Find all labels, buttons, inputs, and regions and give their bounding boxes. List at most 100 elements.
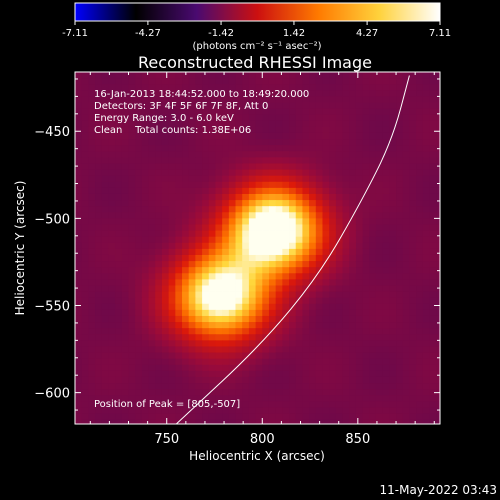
heatmap-cell bbox=[382, 157, 390, 164]
heatmap-cell bbox=[222, 200, 230, 207]
heatmap-cell bbox=[222, 273, 230, 280]
heatmap-cell bbox=[235, 78, 243, 85]
heatmap-cell bbox=[141, 254, 149, 262]
heatmap-cell bbox=[128, 224, 136, 231]
heatmap-cell bbox=[349, 419, 357, 424]
heatmap-cell bbox=[208, 132, 216, 140]
heatmap-cell bbox=[369, 230, 377, 238]
heatmap-cell bbox=[101, 175, 109, 183]
heatmap-cell bbox=[416, 303, 424, 311]
heatmap-cell bbox=[175, 126, 183, 134]
heatmap-cell bbox=[295, 352, 303, 360]
heatmap-cell bbox=[175, 328, 183, 335]
heatmap-cell bbox=[416, 315, 424, 323]
heatmap-cell bbox=[95, 187, 103, 195]
heatmap-cell bbox=[168, 322, 176, 329]
heatmap-cell bbox=[409, 340, 417, 347]
heatmap-cell bbox=[302, 413, 310, 421]
heatmap-cell bbox=[235, 96, 243, 103]
heatmap-cell bbox=[396, 322, 404, 329]
heatmap-cell bbox=[422, 236, 430, 244]
heatmap-cell bbox=[248, 364, 256, 372]
heatmap-cell bbox=[222, 322, 230, 329]
heatmap-cell bbox=[302, 78, 310, 85]
heatmap-cell bbox=[128, 236, 136, 244]
heatmap-cell bbox=[322, 181, 330, 189]
heatmap-cell bbox=[396, 419, 404, 424]
heatmap-cell bbox=[369, 315, 377, 323]
heatmap-cell bbox=[161, 340, 170, 347]
heatmap-cell bbox=[262, 72, 270, 79]
heatmap-cell bbox=[429, 236, 437, 244]
heatmap-cell bbox=[335, 303, 343, 311]
heatmap-cell bbox=[322, 218, 330, 225]
heatmap-cell bbox=[121, 163, 129, 170]
heatmap-cell bbox=[275, 193, 283, 201]
heatmap-cell bbox=[235, 419, 243, 424]
heatmap-cell bbox=[429, 419, 437, 424]
heatmap-cell bbox=[309, 206, 317, 213]
heatmap-cell bbox=[315, 126, 323, 134]
heatmap-cell bbox=[101, 358, 109, 366]
heatmap-cell bbox=[329, 169, 337, 177]
heatmap-cell bbox=[289, 248, 297, 256]
heatmap-cell bbox=[168, 181, 176, 189]
heatmap-cell bbox=[402, 401, 410, 408]
heatmap-cell bbox=[275, 315, 283, 323]
heatmap-cell bbox=[81, 108, 89, 116]
heatmap-cell bbox=[128, 273, 136, 280]
heatmap-cell bbox=[262, 370, 270, 378]
heatmap-cell bbox=[195, 175, 203, 183]
heatmap-cell bbox=[121, 139, 129, 146]
heatmap-cell bbox=[416, 383, 424, 390]
heatmap-cell bbox=[75, 206, 83, 213]
heatmap-cell bbox=[295, 334, 303, 341]
heatmap-cell bbox=[222, 157, 230, 164]
heatmap-cell bbox=[242, 370, 250, 378]
heatmap-cell bbox=[135, 364, 143, 372]
heatmap-cell bbox=[101, 279, 109, 286]
heatmap-cell bbox=[362, 169, 370, 177]
heatmap-cell bbox=[262, 96, 270, 103]
heatmap-cell bbox=[95, 328, 103, 335]
heatmap-cell bbox=[155, 413, 163, 421]
heatmap-cell bbox=[389, 139, 397, 146]
heatmap-cell bbox=[289, 407, 297, 414]
heatmap-cell bbox=[302, 120, 310, 128]
heatmap-cell bbox=[282, 78, 290, 85]
heatmap-cell bbox=[342, 102, 350, 109]
heatmap-cell bbox=[416, 206, 424, 213]
heatmap-cell bbox=[75, 187, 83, 195]
heatmap-cell bbox=[342, 163, 350, 170]
heatmap-cell bbox=[429, 108, 437, 116]
heatmap-cell bbox=[396, 261, 404, 268]
heatmap-cell bbox=[335, 340, 343, 347]
heatmap-cell bbox=[416, 181, 424, 189]
heatmap-cell bbox=[409, 334, 417, 341]
heatmap-cell bbox=[335, 224, 343, 231]
heatmap-cell bbox=[416, 291, 424, 299]
heatmap-cell bbox=[375, 84, 384, 91]
heatmap-cell bbox=[121, 419, 129, 424]
heatmap-cell bbox=[409, 370, 417, 378]
heatmap-cell bbox=[182, 181, 190, 189]
heatmap-cell bbox=[228, 340, 236, 347]
heatmap-cell bbox=[235, 267, 243, 274]
heatmap-cell bbox=[289, 78, 297, 85]
heatmap-cell bbox=[101, 102, 109, 109]
heatmap-cell bbox=[315, 291, 323, 299]
heatmap-cell bbox=[289, 145, 297, 152]
heatmap-cell bbox=[369, 139, 377, 146]
heatmap-cell bbox=[302, 230, 310, 238]
heatmap-cell bbox=[148, 346, 156, 353]
heatmap-cell bbox=[121, 108, 129, 116]
heatmap-cell bbox=[416, 187, 424, 195]
heatmap-cell bbox=[215, 242, 223, 250]
heatmap-cell bbox=[329, 78, 337, 85]
heatmap-cell bbox=[349, 279, 357, 286]
heatmap-cell bbox=[262, 315, 270, 323]
heatmap-cell bbox=[329, 200, 337, 207]
heatmap-cell bbox=[349, 102, 357, 109]
heatmap-cell bbox=[335, 279, 343, 286]
heatmap-cell bbox=[342, 322, 350, 329]
